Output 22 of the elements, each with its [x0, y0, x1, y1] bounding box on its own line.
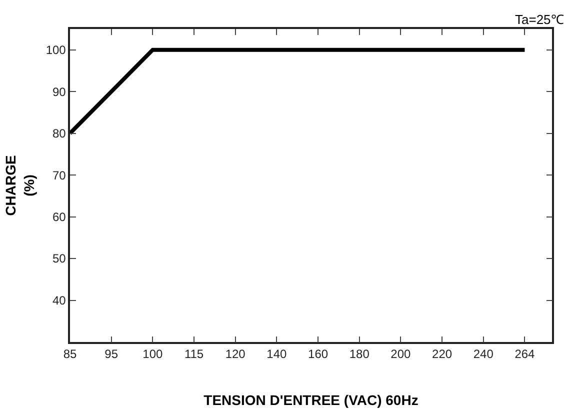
x-tick-label: 100 — [142, 347, 164, 362]
x-tick-label: 85 — [63, 347, 77, 362]
y-tick-label: 50 — [52, 252, 66, 266]
y-tick-label: 100 — [46, 43, 66, 58]
text: Ta=25℃ — [515, 12, 564, 27]
y-axis-title: CHARGE (%) — [2, 155, 37, 216]
x-tick-label: 95 — [104, 347, 118, 362]
x-tick-label: 160 — [308, 347, 328, 362]
x-tick-label: 240 — [473, 347, 494, 362]
x-tick-label: 220 — [432, 347, 452, 362]
y-tick-label: 40 — [52, 293, 66, 308]
y-tick-label: 70 — [52, 168, 66, 182]
x-tick-label: 180 — [349, 347, 370, 362]
x-tick-label: 200 — [390, 347, 412, 362]
x-axis-title: TENSION D'ENTREE (VAC) 60Hz — [204, 392, 418, 408]
y-tick-label: 90 — [52, 84, 66, 99]
x-tick-label: 120 — [225, 347, 246, 362]
x-tick-label: 115 — [184, 347, 204, 362]
y-tick-label: 60 — [52, 210, 66, 224]
y-tick-label: 80 — [52, 126, 66, 141]
x-tick-label: 140 — [266, 347, 288, 362]
x-tick-label: 264 — [514, 347, 536, 362]
